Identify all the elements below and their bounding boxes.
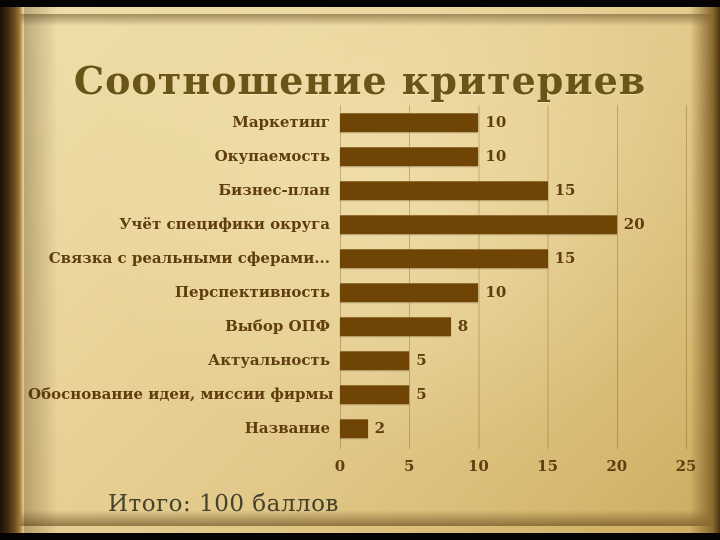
bar-chart: Маркетинг 10 Окупаемость 10 Бизнес-план 15 Учё… bbox=[28, 105, 697, 505]
bar bbox=[340, 248, 548, 268]
value-label: 15 bbox=[554, 181, 576, 199]
category-label: Название bbox=[244, 419, 330, 437]
value-label: 8 bbox=[457, 317, 469, 335]
book-spine-shadow bbox=[24, 7, 58, 533]
bar bbox=[340, 214, 617, 234]
category-label: Маркетинг bbox=[232, 113, 330, 131]
category-label: Выбор ОПФ bbox=[225, 317, 330, 335]
value-label: 10 bbox=[485, 283, 507, 301]
book-page: Соотношение критериев Маркетинг 10 Окупаем… bbox=[0, 7, 720, 533]
x-tick-label: 10 bbox=[467, 457, 489, 475]
page-top-shadow bbox=[0, 14, 720, 26]
value-label: 15 bbox=[554, 249, 576, 267]
category-label: Окупаемость bbox=[214, 147, 330, 165]
value-label: 10 bbox=[485, 113, 507, 131]
chart-row: Окупаемость 10 bbox=[28, 139, 690, 173]
category-label: Актуальность bbox=[207, 351, 330, 369]
chart-row: Обоснование идеи, миссии фирмы 5 bbox=[28, 377, 690, 411]
category-label: Бизнес-план bbox=[218, 181, 330, 199]
bar bbox=[340, 146, 479, 166]
x-tick-label: 15 bbox=[537, 457, 559, 475]
slide-border-bottom bbox=[0, 533, 720, 540]
bar-track: 5 bbox=[340, 343, 686, 377]
bar-track: 5 bbox=[340, 377, 686, 411]
slide-border-top bbox=[0, 0, 720, 7]
x-tick-label: 5 bbox=[403, 457, 415, 475]
chart-row: Выбор ОПФ 8 bbox=[28, 309, 690, 343]
bar-track: 2 bbox=[340, 411, 686, 445]
chart-row: Название 2 bbox=[28, 411, 690, 445]
chart-row: Перспективность 10 bbox=[28, 275, 690, 309]
bar-track: 15 bbox=[340, 173, 686, 207]
bar-track: 10 bbox=[340, 139, 686, 173]
value-label: 5 bbox=[416, 351, 427, 369]
bar bbox=[340, 350, 410, 370]
bar-track: 15 bbox=[340, 241, 686, 275]
bar bbox=[340, 282, 479, 302]
bar bbox=[340, 384, 410, 404]
chart-x-axis: 0 5 10 15 20 25 bbox=[28, 457, 697, 477]
category-label: Учёт специфики округа bbox=[119, 215, 330, 233]
chart-row: Связка с реальными сферами... 15 bbox=[28, 241, 690, 275]
chart-row: Актуальность 5 bbox=[28, 343, 690, 377]
bar-track: 20 bbox=[340, 207, 686, 241]
x-tick-label: 0 bbox=[334, 457, 346, 475]
x-tick-label: 20 bbox=[606, 457, 628, 475]
chart-row: Маркетинг 10 bbox=[28, 105, 690, 139]
bar bbox=[340, 418, 368, 438]
bar bbox=[340, 316, 451, 336]
bar-track: 10 bbox=[340, 275, 686, 309]
book-spine bbox=[0, 7, 24, 533]
bar bbox=[340, 180, 548, 200]
bar-track: 8 bbox=[340, 309, 686, 343]
bar bbox=[340, 112, 479, 132]
category-label: Перспективность bbox=[174, 283, 330, 301]
category-label: Обоснование идеи, миссии фирмы bbox=[28, 385, 334, 403]
category-label: Связка с реальными сферами... bbox=[48, 249, 330, 267]
bar-track: 10 bbox=[340, 105, 686, 139]
value-label: 10 bbox=[485, 147, 507, 165]
slide-title: Соотношение критериев bbox=[73, 58, 647, 104]
chart-row: Бизнес-план 15 bbox=[28, 173, 690, 207]
chart-rows: Маркетинг 10 Окупаемость 10 Бизнес-план 15 Учё… bbox=[28, 105, 690, 445]
value-label: 2 bbox=[374, 419, 386, 437]
page-bottom-shadow bbox=[0, 510, 720, 526]
value-label: 5 bbox=[416, 385, 427, 403]
total-score-text: Итого: 100 баллов bbox=[108, 491, 339, 517]
page-right-edge bbox=[690, 7, 720, 533]
value-label: 20 bbox=[623, 215, 645, 233]
chart-row: Учёт специфики округа 20 bbox=[28, 207, 690, 241]
